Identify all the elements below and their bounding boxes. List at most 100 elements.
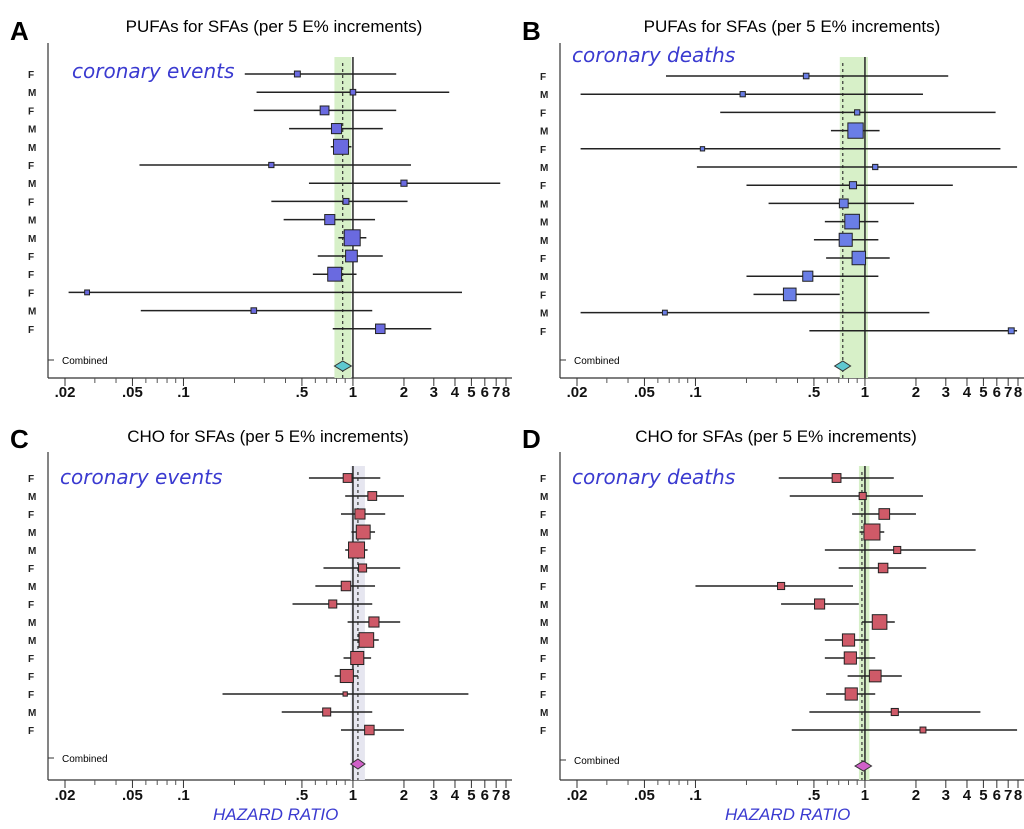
row-label: M — [28, 582, 36, 593]
forest-row: F — [540, 327, 1018, 338]
row-label: M — [540, 218, 548, 229]
forest-row: F — [28, 323, 432, 336]
hazard-ratio-marker — [293, 70, 301, 78]
hazard-ratio-marker — [339, 668, 354, 684]
x-tick-label: 7 — [492, 787, 500, 804]
x-tick-label: 4 — [963, 384, 972, 401]
row-label: M — [540, 236, 548, 247]
row-label: M — [28, 216, 36, 227]
x-tick-label: 5 — [467, 787, 475, 804]
hazard-ratio-marker — [838, 232, 853, 247]
row-label: F — [28, 510, 34, 521]
plot-area: coronary deathsFMFMFMFMMMFFFMFCombined.0… — [540, 452, 1024, 824]
row-label: F — [28, 726, 34, 737]
row-label: F — [540, 72, 546, 83]
x-tick-label: 8 — [502, 787, 510, 804]
forest-row: M — [540, 491, 923, 503]
hazard-ratio-marker — [84, 289, 91, 296]
x-tick-label: 4 — [963, 787, 972, 804]
x-tick-label: 4 — [451, 787, 460, 804]
forest-row: M — [28, 88, 450, 99]
row-label: M — [540, 636, 548, 647]
x-tick-label: 2 — [400, 384, 408, 401]
x-tick-label: 4 — [451, 384, 460, 401]
forest-row: M — [540, 523, 885, 541]
hazard-ratio-marker — [322, 707, 332, 717]
panel-d: D CHO for SFAs (per 5 E% increments) cor… — [512, 412, 1024, 829]
x-tick-label: .5 — [808, 787, 821, 804]
hazard-ratio-marker — [843, 651, 857, 665]
row-label: F — [28, 270, 34, 281]
row-label: M — [540, 564, 548, 575]
row-label: F — [28, 564, 34, 575]
x-tick-label: 6 — [481, 384, 489, 401]
row-label: M — [28, 492, 36, 503]
row-label: F — [540, 181, 546, 192]
x-tick-label: .02 — [55, 384, 76, 401]
row-label: F — [540, 145, 546, 156]
plot-area: coronary eventsFMFMMFMFMMFFFMFCombined.0… — [28, 452, 512, 824]
panel-title: PUFAs for SFAs (per 5 E% increments) — [644, 17, 941, 36]
hazard-ratio-marker — [354, 508, 366, 520]
row-label: M — [540, 309, 548, 320]
x-tick-label: .1 — [177, 384, 190, 401]
forest-row: M — [28, 229, 367, 247]
plot-area: coronary deathsFMFMFMFMMMFMFMFCombined.0… — [540, 43, 1024, 401]
forest-row: M — [540, 598, 859, 611]
forest-row: F — [540, 473, 894, 485]
row-label: F — [540, 546, 546, 557]
confidence-band — [334, 57, 352, 378]
hazard-ratio-marker — [355, 524, 371, 540]
row-label: M — [540, 600, 548, 611]
forest-row: M — [28, 179, 501, 190]
forest-row: F — [28, 105, 397, 117]
panel-b: B PUFAs for SFAs (per 5 E% increments) c… — [512, 0, 1024, 417]
hazard-ratio-marker — [319, 105, 330, 116]
row-label: F — [28, 672, 34, 683]
hazard-ratio-marker — [330, 123, 343, 135]
hazard-ratio-marker — [890, 707, 899, 717]
x-tick-label: 2 — [912, 787, 920, 804]
hazard-ratio-marker — [858, 491, 867, 501]
row-label: M — [540, 199, 548, 210]
hazard-ratio-marker — [661, 309, 668, 316]
x-tick-label: 6 — [481, 787, 489, 804]
x-tick-label: .05 — [634, 384, 655, 401]
hazard-ratio-marker — [342, 197, 350, 205]
x-tick-label: 8 — [1014, 384, 1022, 401]
row-label: F — [540, 327, 546, 338]
forest-row: F — [540, 72, 949, 83]
hazard-ratio-marker — [250, 307, 258, 314]
hazard-ratio-marker — [349, 88, 357, 96]
x-tick-label: 8 — [1014, 787, 1022, 804]
forest-row: M — [540, 198, 915, 210]
hazard-ratio-marker — [327, 266, 343, 282]
x-tick-label: 2 — [912, 384, 920, 401]
row-label: F — [28, 474, 34, 485]
forest-row: M — [540, 562, 927, 575]
forest-row: M — [540, 270, 879, 283]
forest-row: M — [28, 123, 383, 136]
x-tick-label: 3 — [942, 384, 950, 401]
row-label: M — [28, 708, 36, 719]
plot-subtitle: coronary deaths — [572, 43, 735, 67]
x-axis-label: HAZARD RATIO — [213, 805, 338, 824]
row-label: F — [28, 600, 34, 611]
forest-row: F — [28, 197, 408, 208]
row-label: F — [540, 582, 546, 593]
row-label: M — [540, 163, 548, 174]
forest-row: M — [28, 541, 368, 559]
row-label: M — [540, 127, 548, 138]
row-label: F — [28, 288, 34, 299]
plot-area: coronary eventsFMFMMFMFMMFFFMFCombined.0… — [28, 43, 512, 401]
hazard-ratio-marker — [814, 598, 826, 610]
x-tick-label: 1 — [349, 384, 357, 401]
row-label: M — [28, 636, 36, 647]
row-label: F — [28, 161, 34, 172]
hazard-ratio-marker — [844, 687, 858, 701]
panel-a: A PUFAs for SFAs (per 5 E% increments) c… — [0, 0, 512, 417]
hazard-ratio-marker — [854, 109, 861, 116]
combined-diamond — [333, 360, 353, 372]
x-tick-label: 1 — [861, 384, 869, 401]
forest-row: F — [540, 508, 916, 521]
